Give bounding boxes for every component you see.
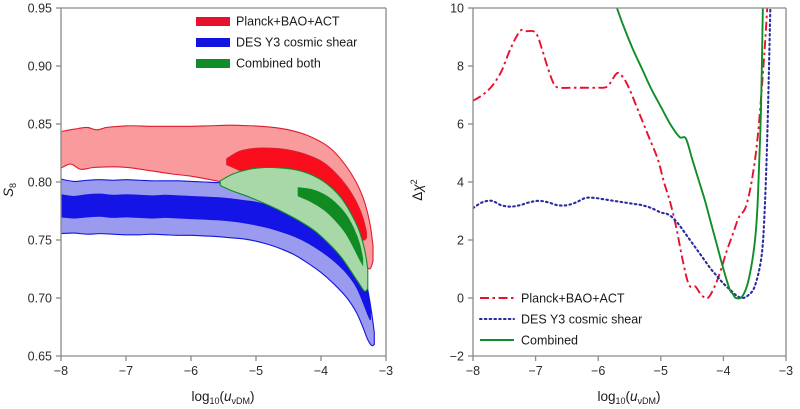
right-x-tick-label: −5 (654, 364, 668, 378)
right-y-axis-title: Δχ2 (409, 179, 425, 200)
y-title-superscript: 2 (409, 179, 419, 184)
contour-inner-des-y3-cosmic-shear (61, 193, 371, 321)
curve-planck-bao-act (473, 8, 769, 300)
right-x-axis-title: log10(uνDM) (597, 389, 660, 406)
left-y-axis-title: S8 (1, 183, 18, 197)
right-panel-svg: −8 −7 −6 −5 −4 −3 −2 0 2 4 6 8 10 Planck+BAO+ACT DES … (409, 2, 793, 407)
left-tick-labels: −8 −7 −6 −5 −4 −3 0.65 0.70 0.75 0.80 0.85 0.90 0.95 (28, 2, 394, 379)
legend-label-0: Planck+BAO+ACT (236, 15, 340, 29)
x-title-log: log (191, 389, 209, 404)
svg-text:S8: S8 (1, 183, 18, 197)
right-y-tick-label: 0 (457, 292, 464, 306)
left-x-tick-label: −4 (314, 364, 328, 378)
y-title-delta: Δ (410, 192, 425, 201)
x-title-paren-open: ( (220, 389, 225, 404)
contour-outer-combined-both (219, 166, 369, 292)
right-x-tick-label: −6 (591, 364, 605, 378)
svg-text:log10(uνDM): log10(uνDM) (597, 389, 660, 406)
legend-label-2: Combined both (236, 57, 321, 71)
x-title-base: 10 (209, 396, 219, 406)
left-y-tick-label: 0.95 (28, 2, 52, 16)
right-tick-labels: −8 −7 −6 −5 −4 −3 −2 0 2 4 6 8 10 (450, 2, 793, 379)
left-y-tick-label: 0.75 (28, 234, 52, 248)
svg-text:log10(uνDM): log10(uνDM) (191, 389, 254, 406)
left-y-tick-label: 0.90 (28, 60, 52, 74)
left-y-tick-label: 0.65 (28, 350, 52, 364)
legend-label-2: Combined (521, 334, 578, 348)
right-y-tick-label: 2 (457, 234, 464, 248)
x-title-paren-close: ) (656, 389, 661, 404)
right-panel-line-plot: −8 −7 −6 −5 −4 −3 −2 0 2 4 6 8 10 Planck+BAO+ACT DES … (400, 0, 800, 409)
legend-swatch-2 (196, 59, 230, 68)
svg-text:Δχ2: Δχ2 (409, 179, 425, 200)
legend-swatch-1 (196, 38, 230, 47)
x-title-base: 10 (615, 396, 625, 406)
left-x-axis-title: log10(uνDM) (191, 389, 254, 406)
right-x-tick-label: −7 (528, 364, 542, 378)
left-x-tick-label: −7 (119, 364, 133, 378)
right-axes (468, 7, 787, 361)
right-y-tick-label: 6 (457, 118, 464, 132)
left-x-tick-label: −8 (54, 364, 68, 378)
right-x-tick-label: −4 (716, 364, 730, 378)
right-y-tick-label: 4 (457, 176, 464, 190)
left-panel-contour-plot: −8 −7 −6 −5 −4 −3 0.65 0.70 0.75 0.80 0.85 0.90 0.95… (1, 2, 394, 407)
right-y-tick-label: 8 (457, 60, 464, 74)
left-x-tick-label: −5 (249, 364, 263, 378)
left-contour-fills (61, 124, 375, 347)
x-title-paren-open: ( (626, 389, 631, 404)
curve-des-y3-cosmic-shear (473, 8, 772, 300)
right-legend: Planck+BAO+ACT DES Y3 cosmic shear Combine… (478, 292, 642, 348)
x-title-var-sub: νDM (232, 396, 251, 406)
left-x-tick-label: −6 (184, 364, 198, 378)
y-title-chi: χ (410, 184, 425, 193)
left-legend: Planck+BAO+ACT DES Y3 cosmic shear Combine… (196, 15, 357, 71)
contour-inner-combined-both (297, 187, 364, 267)
right-y-tick-label: −2 (450, 350, 464, 364)
legend-label-0: Planck+BAO+ACT (521, 292, 625, 306)
y-axis-title-symbol: S (1, 188, 16, 197)
left-y-tick-label: 0.85 (28, 118, 52, 132)
curve-combined (616, 8, 764, 300)
right-axis-frame (472, 8, 787, 357)
left-x-tick-label: −3 (379, 364, 393, 378)
left-panel-svg: −8 −7 −6 −5 −4 −3 0.65 0.70 0.75 0.80 0.85 0.90 0.95… (1, 2, 394, 407)
x-title-var: u (630, 389, 638, 404)
right-x-tick-label: −3 (779, 364, 793, 378)
right-y-tick-label: 10 (450, 2, 464, 16)
x-title-var-sub: νDM (638, 396, 657, 406)
left-y-tick-label: 0.80 (28, 176, 52, 190)
right-x-tick-label: −8 (466, 364, 480, 378)
right-curves (473, 8, 772, 300)
left-y-tick-label: 0.70 (28, 292, 52, 306)
x-title-paren-close: ) (250, 389, 255, 404)
y-axis-title-subscript: 8 (8, 183, 18, 188)
legend-label-1: DES Y3 cosmic shear (521, 313, 642, 327)
legend-swatch-0 (196, 17, 230, 26)
left-axes (56, 7, 387, 361)
x-title-var: u (224, 389, 232, 404)
x-title-log: log (597, 389, 615, 404)
legend-label-1: DES Y3 cosmic shear (236, 36, 357, 50)
